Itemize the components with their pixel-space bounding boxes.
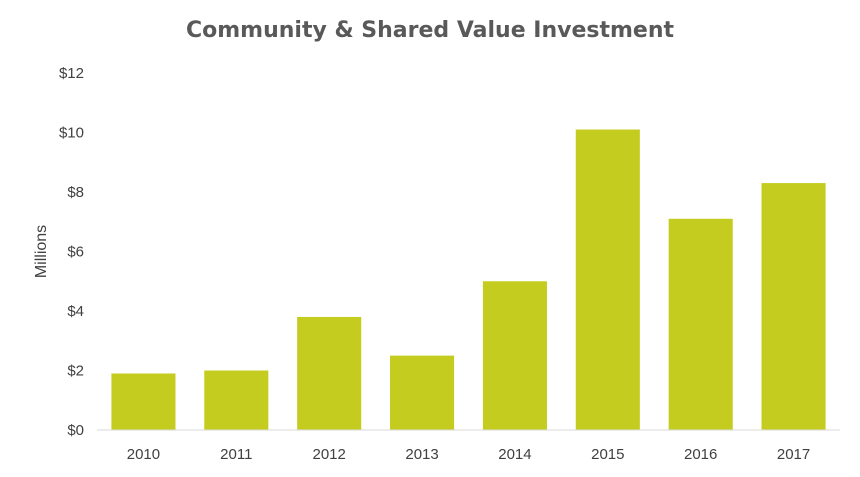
- y-tick-label: $12: [59, 65, 84, 82]
- bar-2015: [575, 129, 640, 430]
- y-tick-label: $8: [67, 184, 84, 201]
- y-tick-label: $6: [67, 244, 84, 261]
- bar-2013: [390, 355, 455, 430]
- bar-2017: [761, 183, 826, 430]
- y-axis-title: Millions: [33, 225, 50, 278]
- bar-2014: [482, 281, 547, 430]
- x-tick-label: 2012: [313, 446, 346, 463]
- x-tick-label: 2015: [591, 446, 624, 463]
- bar-2012: [297, 316, 362, 430]
- x-tick-label: 2016: [684, 446, 717, 463]
- x-tick-label: 2010: [127, 446, 160, 463]
- x-tick-label: 2017: [777, 446, 810, 463]
- bar-2010: [111, 373, 176, 430]
- x-tick-label: 2014: [498, 446, 531, 463]
- chart-title: Community & Shared Value Investment: [185, 18, 675, 43]
- y-tick-label: $4: [67, 303, 84, 320]
- x-tick-label: 2013: [405, 446, 438, 463]
- y-tick-label: $0: [67, 422, 84, 439]
- bar-2016: [668, 218, 733, 430]
- x-tick-label: 2011: [220, 446, 252, 463]
- y-tick-label: $2: [67, 363, 84, 380]
- y-tick-label: $10: [59, 125, 84, 142]
- bar-2011: [204, 370, 269, 430]
